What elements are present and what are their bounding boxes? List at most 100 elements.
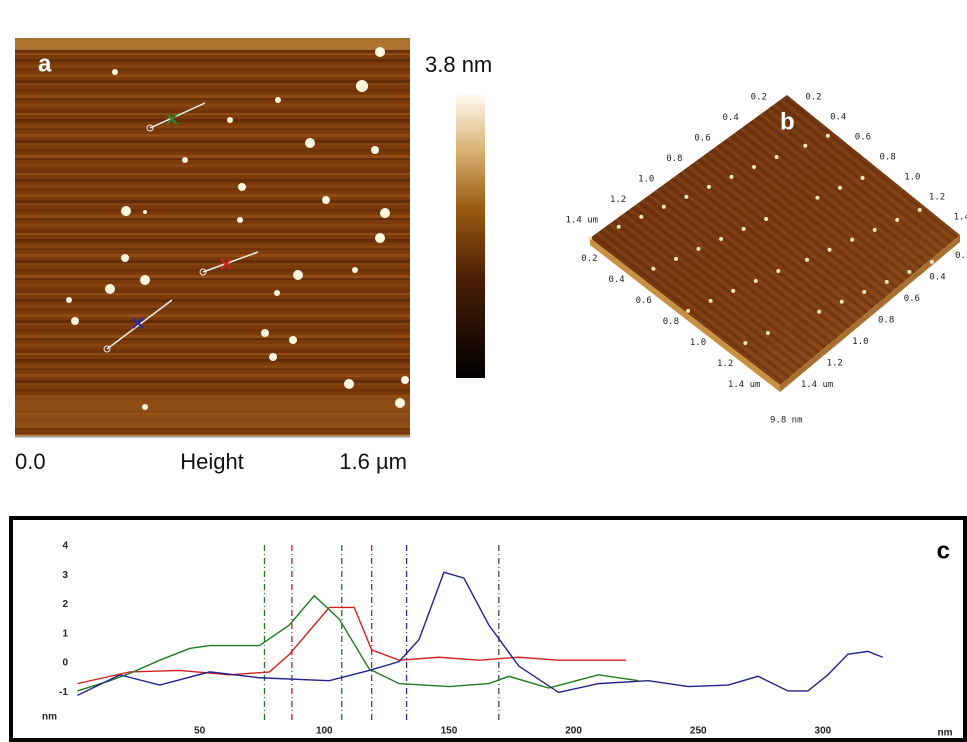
particle	[674, 257, 678, 261]
particle	[815, 196, 819, 200]
axis-3d-label: 1.2	[610, 195, 626, 205]
particle	[143, 210, 147, 214]
particle	[754, 279, 758, 283]
particle	[261, 329, 269, 337]
particle	[862, 290, 866, 294]
stripe	[15, 239, 410, 242]
axis-3d-label: 1.0	[690, 338, 706, 348]
stripe	[15, 293, 410, 295]
particle	[227, 117, 233, 123]
stripe	[15, 308, 410, 310]
axis-3d-label: 0.8	[663, 317, 679, 327]
particle	[356, 80, 368, 92]
particle	[66, 297, 72, 303]
stripe	[15, 59, 410, 62]
particle	[861, 176, 865, 180]
figure: a 3.8 nm 0.0 Height 1.6 µm b 9.8 nm c -1…	[0, 0, 967, 742]
stripe	[15, 143, 410, 145]
particle	[617, 225, 621, 229]
panel-label: a	[38, 50, 52, 77]
y-tick-label: 0	[62, 658, 68, 669]
particle	[651, 267, 655, 271]
particle	[742, 227, 746, 231]
stripe	[15, 128, 410, 130]
particle	[803, 144, 807, 148]
stripe	[15, 104, 410, 107]
y-tick-label: 4	[62, 541, 68, 552]
stripe	[15, 83, 410, 85]
stripe	[15, 353, 410, 355]
particle	[840, 300, 844, 304]
particle	[371, 146, 379, 154]
stripe	[15, 284, 410, 287]
axis-3d-label: 1.0	[904, 173, 920, 183]
stripe	[15, 149, 410, 152]
stripe	[15, 398, 410, 428]
stripe	[15, 98, 410, 100]
particle	[305, 138, 315, 148]
stripe	[15, 233, 410, 235]
particle	[344, 379, 354, 389]
stripe	[15, 119, 410, 122]
stripe	[15, 314, 410, 317]
stripe	[15, 368, 410, 370]
stripe	[15, 194, 410, 197]
stripe	[15, 68, 410, 70]
particle	[380, 208, 390, 218]
axis-3d-label: 1.4 um	[801, 380, 834, 390]
stripe	[15, 254, 410, 257]
particle	[709, 299, 713, 303]
axis-3d-label: 0.6	[636, 296, 652, 306]
particle	[293, 270, 303, 280]
particle	[112, 69, 118, 75]
particle	[375, 233, 385, 243]
y-tick-label: 3	[62, 570, 68, 581]
axis-3d-label: 0.8	[666, 154, 682, 164]
particle	[686, 309, 690, 313]
axis-3d-label: 1.2	[929, 193, 945, 203]
panel-label: c	[937, 537, 950, 564]
particle	[918, 208, 922, 212]
stripe	[15, 173, 410, 175]
axis-3d-label: 0.4	[830, 113, 846, 123]
y-axis-label: nm	[42, 712, 57, 723]
particle	[352, 267, 358, 273]
axis-3d-label: 0.4	[608, 275, 624, 285]
colorbar	[456, 95, 485, 378]
particle	[775, 155, 779, 159]
particle	[826, 134, 830, 138]
stripe	[15, 113, 410, 115]
axis-3d-label: 0.6	[694, 134, 710, 144]
axis-3d-label: 1.4 um	[954, 213, 967, 223]
stripe	[15, 389, 410, 392]
particle	[322, 196, 330, 204]
stripe	[15, 53, 410, 55]
stripe	[15, 134, 410, 137]
stripe	[15, 179, 410, 182]
particle	[838, 186, 842, 190]
particle	[639, 215, 643, 219]
axis-3d-label: 0.6	[855, 133, 871, 143]
axis-3d-label: 1.2	[717, 359, 733, 369]
axis-3d-label: 0.4	[723, 113, 739, 123]
axis-3d-label: 0.8	[878, 316, 894, 326]
stripe	[15, 428, 410, 430]
z-label: 9.8 nm	[770, 416, 803, 426]
particle	[238, 183, 246, 191]
axis-3d-label: 1.0	[638, 174, 654, 184]
stripe	[15, 218, 410, 220]
y-tick-label: 1	[62, 628, 68, 639]
axis-3d-label: 0.2	[751, 93, 767, 103]
particle	[850, 238, 854, 242]
stripe	[15, 248, 410, 250]
particle	[817, 310, 821, 314]
particle	[766, 331, 770, 335]
stripe	[15, 209, 410, 212]
particle	[182, 157, 188, 163]
particle	[697, 247, 701, 251]
particle	[269, 353, 277, 361]
stripe	[15, 344, 410, 347]
particle	[930, 260, 934, 264]
x-tick-label: 150	[441, 726, 458, 737]
afm-3d	[588, 95, 960, 392]
